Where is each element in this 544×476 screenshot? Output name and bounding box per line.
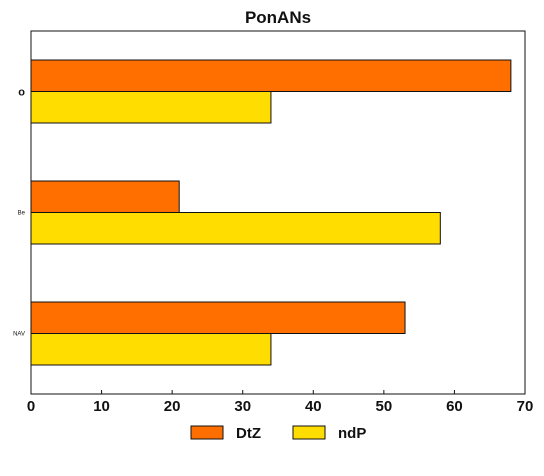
bar-ndP-NAV bbox=[30, 333, 272, 366]
bar-ndP-Be bbox=[30, 212, 441, 245]
legend: DtZ ndP bbox=[190, 425, 366, 442]
legend-swatch-ndP bbox=[292, 425, 326, 440]
bar-DtZ-o bbox=[30, 59, 512, 92]
legend-label-DtZ: DtZ bbox=[236, 425, 261, 442]
x-tick-label: 50 bbox=[376, 398, 393, 415]
y-category-label: o bbox=[18, 86, 25, 98]
x-tick-label: 0 bbox=[27, 398, 35, 415]
x-tick-label: 30 bbox=[234, 398, 251, 415]
x-tick-label: 60 bbox=[446, 398, 463, 415]
bars-group bbox=[30, 59, 512, 366]
bar-DtZ-NAV bbox=[30, 301, 406, 334]
x-axis-ticks: 0 10 20 30 40 50 60 70 bbox=[27, 390, 534, 415]
bar-DtZ-Be bbox=[30, 180, 180, 213]
chart-title: PonANs bbox=[245, 8, 311, 27]
y-category-label: NAV bbox=[13, 332, 25, 338]
bar-ndP-o bbox=[30, 91, 272, 124]
y-axis-categories: o Be NAV bbox=[13, 86, 35, 338]
legend-swatch-DtZ bbox=[190, 425, 224, 440]
x-tick-label: 40 bbox=[305, 398, 322, 415]
x-tick-label: 20 bbox=[164, 398, 181, 415]
legend-label-ndP: ndP bbox=[338, 425, 366, 442]
x-tick-label: 10 bbox=[93, 398, 110, 415]
x-tick-label: 70 bbox=[517, 398, 534, 415]
y-category-label: Be bbox=[18, 211, 26, 217]
